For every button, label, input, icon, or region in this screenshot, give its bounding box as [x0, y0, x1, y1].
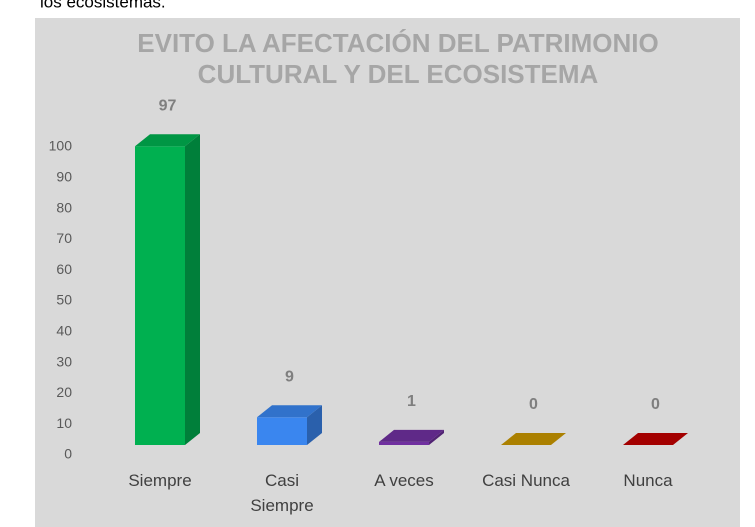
y-tick-label: 20 — [56, 384, 72, 400]
x-tick-label: Casi Siempre — [250, 471, 314, 515]
bar-top — [623, 433, 688, 445]
y-tick-label: 50 — [56, 292, 72, 308]
data-label: 0 — [529, 396, 538, 413]
x-tick-label: Casi Nunca — [482, 471, 570, 490]
y-tick-label: 100 — [49, 138, 73, 154]
x-tick-label: Nunca — [623, 471, 673, 490]
data-label: 0 — [651, 396, 660, 413]
bar-top — [379, 429, 444, 442]
data-label: 1 — [407, 393, 416, 410]
bar-top — [135, 134, 200, 147]
bar-top — [257, 405, 322, 418]
caption: los ecosistemas. — [40, 0, 166, 11]
y-tick-label: 0 — [64, 446, 72, 462]
data-label: 97 — [159, 97, 177, 114]
bar-side — [307, 405, 322, 445]
chart-title: CULTURAL Y DEL ECOSISTEMA — [198, 59, 599, 89]
bar-side — [429, 429, 444, 445]
y-tick-label: 30 — [56, 353, 72, 369]
bar — [379, 441, 429, 445]
y-tick-label: 60 — [56, 261, 72, 277]
bar-side — [185, 134, 200, 446]
y-tick-label: 70 — [56, 230, 72, 246]
y-tick-label: 10 — [56, 415, 72, 431]
x-tick-label: A veces — [374, 471, 434, 490]
x-tick-label: Siempre — [128, 471, 192, 490]
y-tick-label: 80 — [56, 199, 72, 215]
y-tick-label: 40 — [56, 323, 72, 339]
bar-top — [501, 433, 566, 445]
y-tick-label: 90 — [56, 169, 72, 185]
chart-title: EVITO LA AFECTACIÓN DEL PATRIMONIO — [137, 28, 658, 58]
bar — [257, 417, 307, 445]
data-label: 9 — [285, 368, 294, 385]
bar — [135, 146, 185, 446]
